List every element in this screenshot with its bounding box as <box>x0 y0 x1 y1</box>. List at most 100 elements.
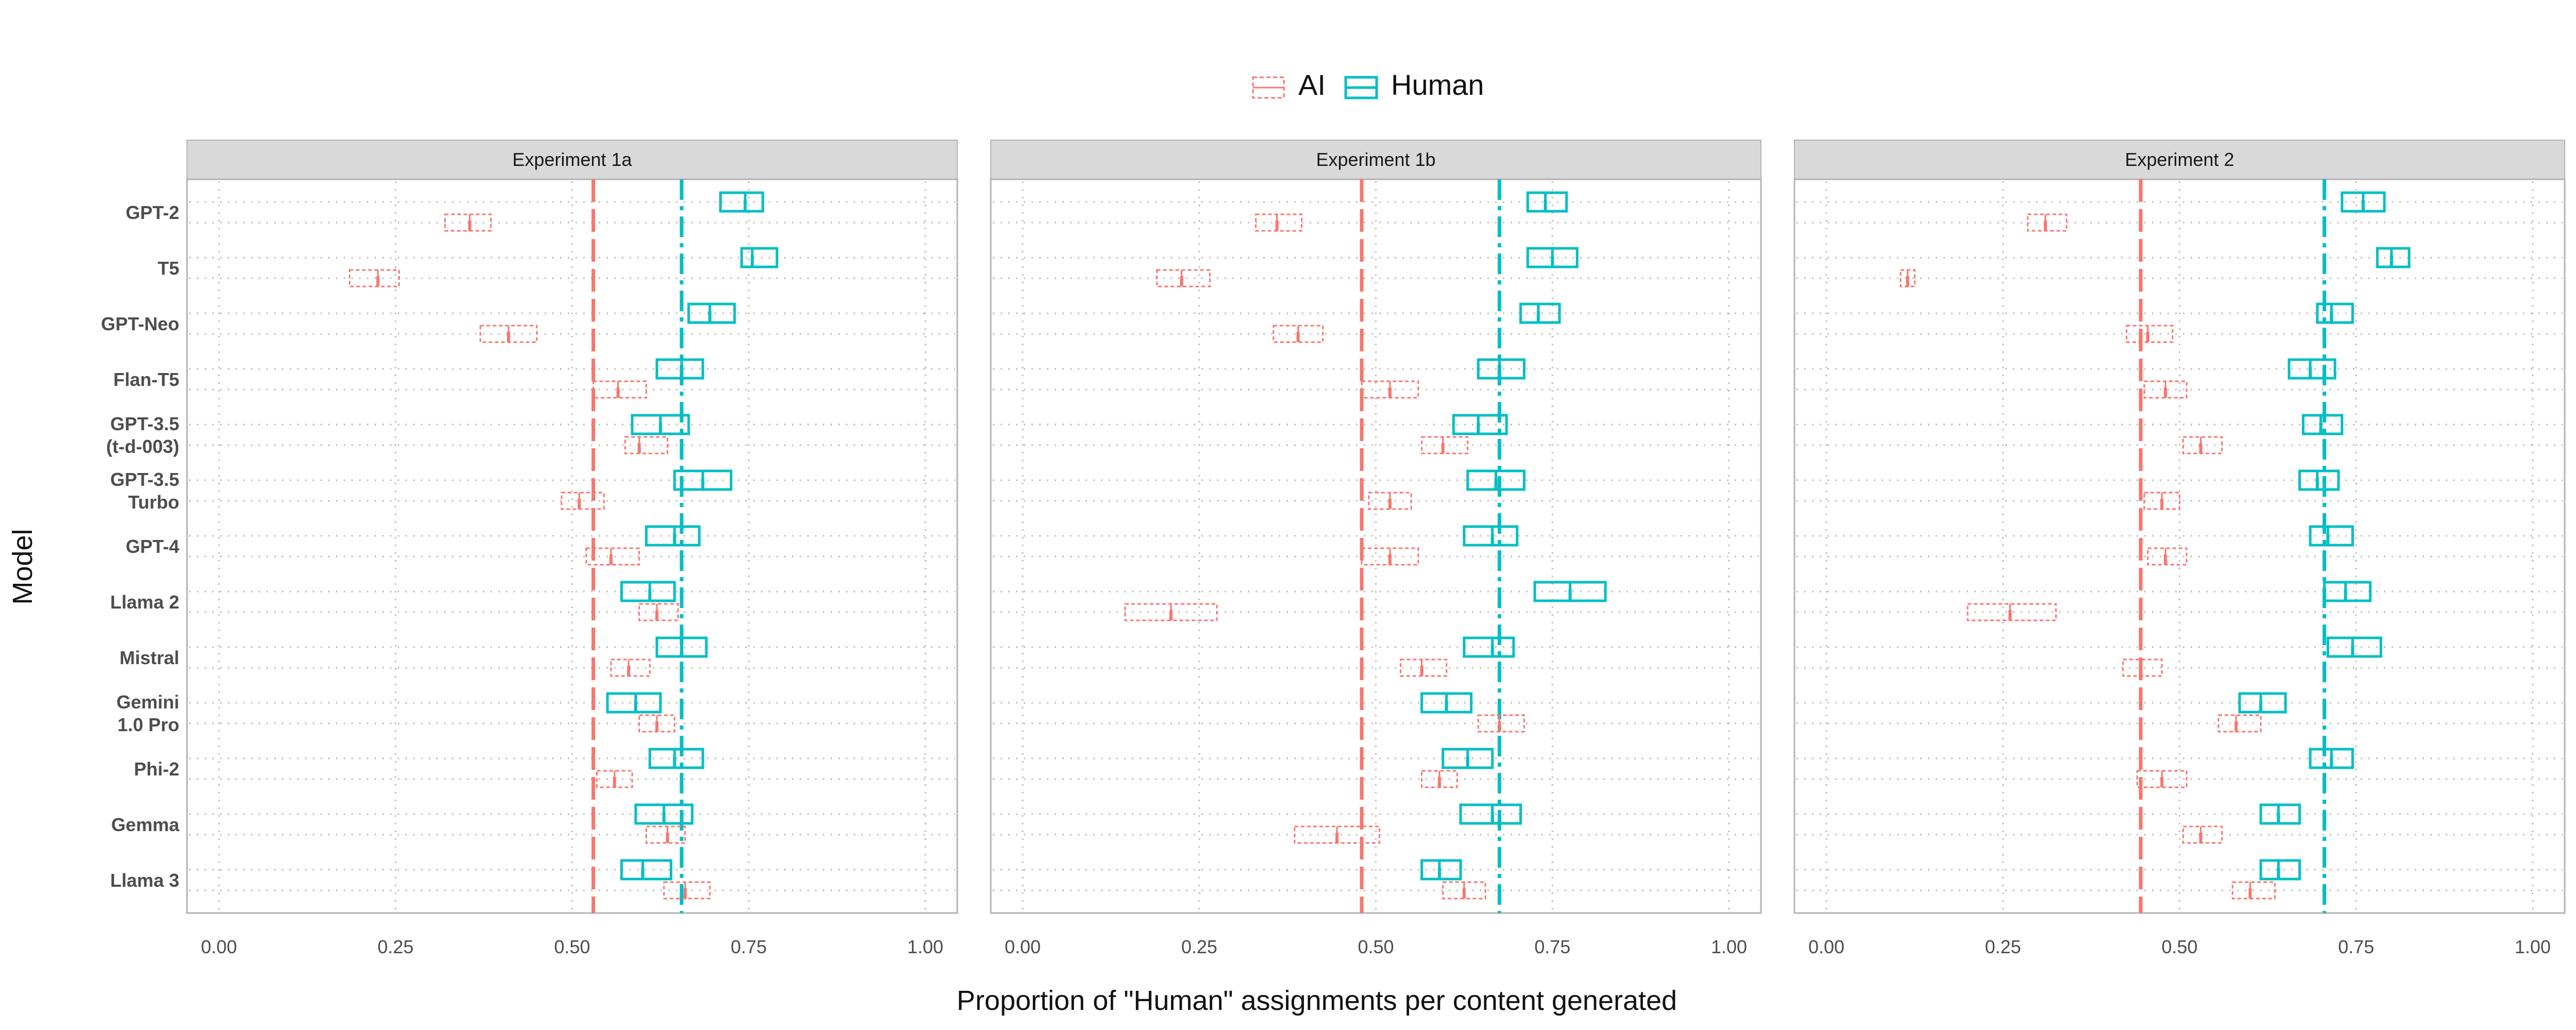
median-mark-human-gpt-neo <box>2330 311 2333 323</box>
median-mark-human-gpt-3-5-t-d-003 <box>1477 423 1480 434</box>
median-mark-human-t5 <box>1551 256 1554 267</box>
box-human-gpt-2 <box>1526 191 1568 213</box>
box-human-llama-3 <box>1420 859 1462 881</box>
box-human-flan-t5 <box>2287 358 2336 380</box>
median-mark-ai-gemma <box>1335 833 1339 843</box>
median-mark-ai-t5 <box>1906 276 1909 286</box>
median-mark-human-mistral <box>1490 645 1494 656</box>
median-mark-ai-gpt-4 <box>1388 554 1392 565</box>
box-ai-llama-2 <box>638 603 679 621</box>
box-ai-gpt-4 <box>585 547 640 566</box>
box-ai-t5 <box>349 269 400 288</box>
median-mark-ai-llama-2 <box>1169 610 1173 620</box>
median-mark-ai-phi-2 <box>1437 777 1441 787</box>
y-tick-label-gpt-4: GPT-4 <box>126 536 179 557</box>
median-mark-ai-gemini-1-0-pro <box>655 721 659 732</box>
box-ai-mistral <box>2122 658 2163 677</box>
median-mark-human-gemma <box>662 812 666 823</box>
box-ai-gemma <box>645 825 686 844</box>
panel-header <box>990 140 1761 180</box>
y-tick-labels: GPT-2 T5 GPT-Neo Flan-T5 GPT-3.5 (t-d-003) GPT… <box>101 202 180 891</box>
box-human-gpt-2 <box>719 191 765 213</box>
box-ai-gpt-neo <box>1273 325 1324 343</box>
box-human-flan-t5 <box>655 358 704 380</box>
median-mark-human-mistral <box>680 645 684 656</box>
box-human-phi-2 <box>648 748 704 769</box>
median-mark-ai-gpt-3-5-turbo <box>2160 499 2164 509</box>
box-human-gpt-3-5-t-d-003 <box>2301 414 2344 435</box>
box-human-gpt-4 <box>1463 525 1519 547</box>
median-mark-human-gemini-1-0-pro <box>2259 701 2263 712</box>
median-mark-human-gemma <box>2277 812 2280 823</box>
median-mark-human-gpt-2 <box>743 200 747 211</box>
box-human-mistral <box>2326 636 2382 658</box>
median-mark-ai-llama-2 <box>655 610 659 620</box>
y-tick-label-phi-2: Phi-2 <box>134 758 179 780</box>
box-human-llama-3 <box>2259 859 2301 881</box>
median-mark-ai-gpt-2 <box>468 221 471 231</box>
median-mark-human-gpt-2 <box>1544 200 1547 211</box>
median-mark-ai-gpt-3-5-t-d-003 <box>2199 443 2202 453</box>
x-tick-label: 0.00 <box>1005 936 1041 957</box>
x-tick-label: 0.75 <box>2338 936 2374 957</box>
panel-title: Experiment 2 <box>2125 149 2234 170</box>
box-ai-llama-3 <box>2231 881 2276 900</box>
median-mark-ai-gpt-4 <box>2164 554 2167 565</box>
y-tick-label-mistral: Mistral <box>120 647 179 668</box>
median-mark-human-gpt-neo <box>1536 311 1540 323</box>
y-axis-title: Model <box>7 529 38 604</box>
median-mark-ai-gemma <box>666 833 669 843</box>
y-tick-label-gpt-2: GPT-2 <box>126 202 179 223</box>
median-mark-human-gpt-3-5-turbo <box>2315 478 2319 489</box>
median-mark-human-gpt-3-5-turbo <box>1494 478 1498 489</box>
x-tick-label: 0.00 <box>201 936 237 957</box>
panel-title: Experiment 1b <box>1316 149 1435 170</box>
box-human-llama-2 <box>620 581 676 602</box>
median-mark-ai-mistral <box>1420 666 1423 676</box>
median-mark-ai-gpt-4 <box>609 554 613 565</box>
panel-experiment-1b: Experiment 1b 0.00 0.25 0.50 0.75 1.00 <box>990 140 1762 957</box>
box-ai-gpt-4 <box>2147 547 2188 566</box>
median-mark-human-flan-t5 <box>2309 367 2312 378</box>
box-human-llama-2 <box>2323 581 2372 602</box>
facet-panels: Experiment 1a0.00 0.25 0.50 0.75 1.00Experim… <box>186 140 2566 957</box>
box-human-llama-3 <box>620 859 672 881</box>
y-tick-label-gemini-1-0-pro: Gemini 1.0 Pro <box>116 691 179 735</box>
panel-experiment-1a: Experiment 1a 0.00 0.25 0.50 0.75 1.00 <box>186 140 958 957</box>
median-mark-ai-flan-t5 <box>2164 387 2167 398</box>
panel-header <box>187 140 958 180</box>
y-tick-label-flan-t5: Flan-T5 <box>113 369 179 390</box>
median-mark-human-llama-2 <box>1568 589 1572 601</box>
panel-title: Experiment 1a <box>512 149 632 170</box>
median-mark-ai-llama-3 <box>683 888 687 899</box>
median-mark-human-llama-2 <box>648 589 652 601</box>
box-human-gemma <box>2259 803 2301 825</box>
median-mark-human-llama-2 <box>2344 589 2347 601</box>
x-tick-label: 0.50 <box>554 936 590 957</box>
median-mark-ai-gpt-3-5-turbo <box>578 499 581 509</box>
legend-item-ai: AI <box>1252 69 1326 101</box>
box-ai-gpt-3-5-t-d-003 <box>2182 436 2223 454</box>
median-mark-ai-gpt-neo <box>1296 332 1300 342</box>
y-tick-label-gemma: Gemma <box>111 814 180 835</box>
box-human-gpt-neo <box>1519 302 1561 324</box>
box-ai-gemini-1-0-pro <box>2217 714 2262 733</box>
box-human-t5 <box>740 247 778 268</box>
median-mark-ai-phi-2 <box>613 777 616 787</box>
median-mark-ai-gemma <box>2199 833 2202 843</box>
median-mark-human-flan-t5 <box>680 367 684 378</box>
median-mark-human-phi-2 <box>2330 756 2333 768</box>
median-mark-human-gpt-4 <box>2326 534 2330 545</box>
box-ai-gpt-2 <box>2027 213 2067 232</box>
median-mark-ai-mistral <box>627 666 631 676</box>
median-mark-human-gpt-3-5-t-d-003 <box>2319 423 2323 434</box>
median-mark-human-gpt-3-5-t-d-003 <box>658 423 662 434</box>
y-tick-label-llama-3: Llama 3 <box>110 870 179 891</box>
median-mark-ai-gpt-3-5-t-d-003 <box>1441 443 1445 453</box>
median-mark-ai-mistral <box>2139 666 2143 676</box>
median-mark-human-gemini-1-0-pro <box>1445 701 1448 712</box>
box-human-gemma <box>1459 803 1522 825</box>
median-mark-human-llama-3 <box>641 868 645 879</box>
box-human-gpt-3-5-turbo <box>2298 469 2340 491</box>
